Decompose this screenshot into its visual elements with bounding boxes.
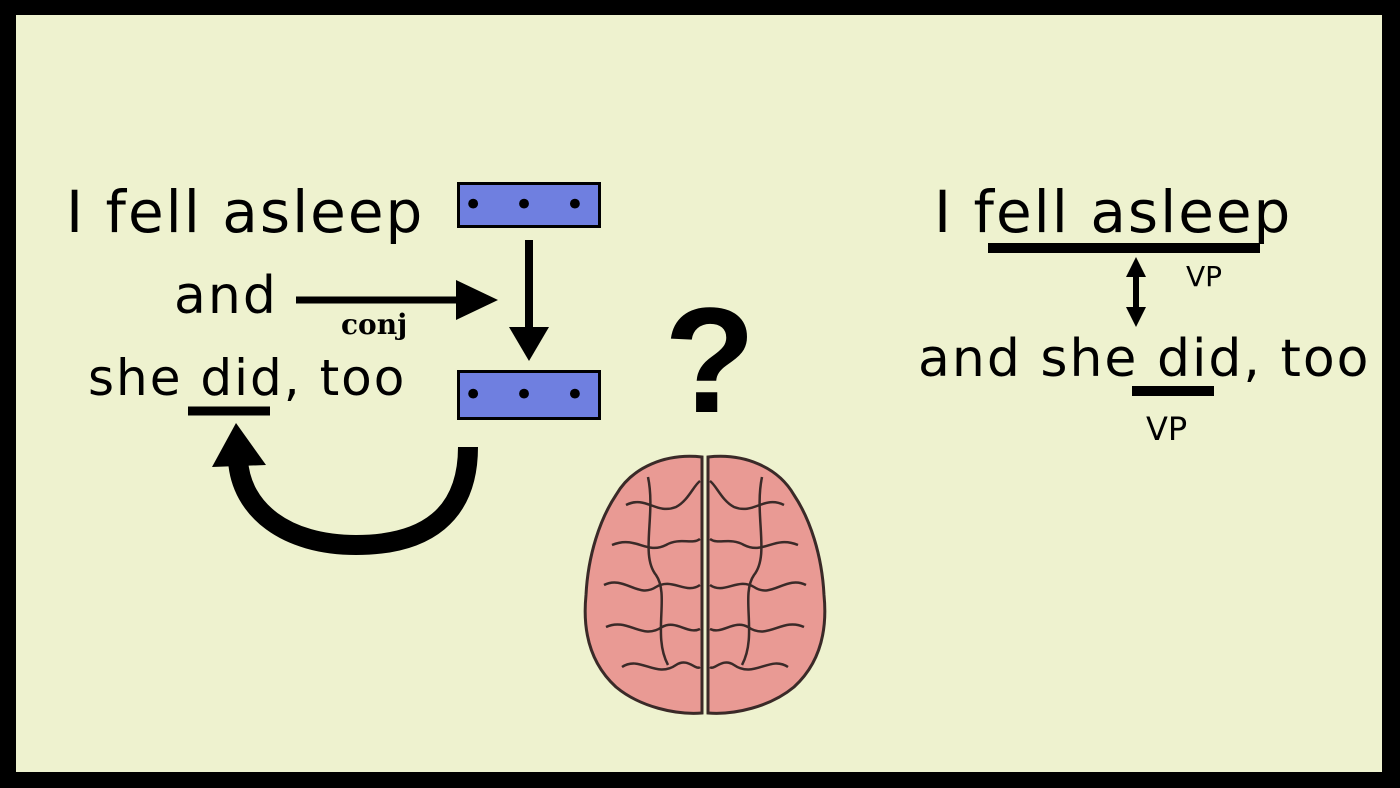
right-did-text: did, xyxy=(1156,329,1262,389)
vector-down-arrowhead xyxy=(509,327,549,361)
curved-return-arrow xyxy=(228,446,478,556)
left-too-text: too xyxy=(301,349,407,407)
vector-dots-bottom: • • • xyxy=(463,375,595,415)
brain-icon xyxy=(583,454,827,715)
right-and-she-text: and she xyxy=(918,329,1157,389)
vp-double-arrowhead-down xyxy=(1126,307,1146,327)
vector-dots-top: • • • xyxy=(463,185,595,225)
right-i-text: I xyxy=(934,178,974,246)
left-sentence-line2: and xyxy=(174,266,278,326)
diagram-shapes xyxy=(188,240,1260,715)
left-did-text: did, xyxy=(200,349,302,407)
vp-label-top: VP xyxy=(1186,260,1223,293)
right-sentence-line2: and she did, too xyxy=(918,333,1370,385)
vector-box-top: • • • xyxy=(457,182,601,228)
right-fell-asleep-text: fell asleep xyxy=(973,178,1293,246)
left-she-text: she xyxy=(88,349,201,407)
conj-label: conj xyxy=(341,308,408,341)
curved-return-arrowhead xyxy=(212,423,266,467)
left-sentence-line1: I fell asleep xyxy=(66,178,425,246)
conj-arrowhead xyxy=(456,280,498,320)
question-mark: ? xyxy=(664,276,756,444)
right-sentence-line1: I fell asleep xyxy=(934,183,1292,241)
left-sentence-line3: she did, too xyxy=(88,353,406,403)
diagram-canvas: I fell asleep and she did, too conj • • … xyxy=(16,15,1382,772)
vector-box-bottom: • • • xyxy=(457,370,601,420)
vp-double-arrowhead-up xyxy=(1126,257,1146,277)
right-too-text: too xyxy=(1261,329,1371,389)
vp-label-bottom: VP xyxy=(1146,410,1188,448)
